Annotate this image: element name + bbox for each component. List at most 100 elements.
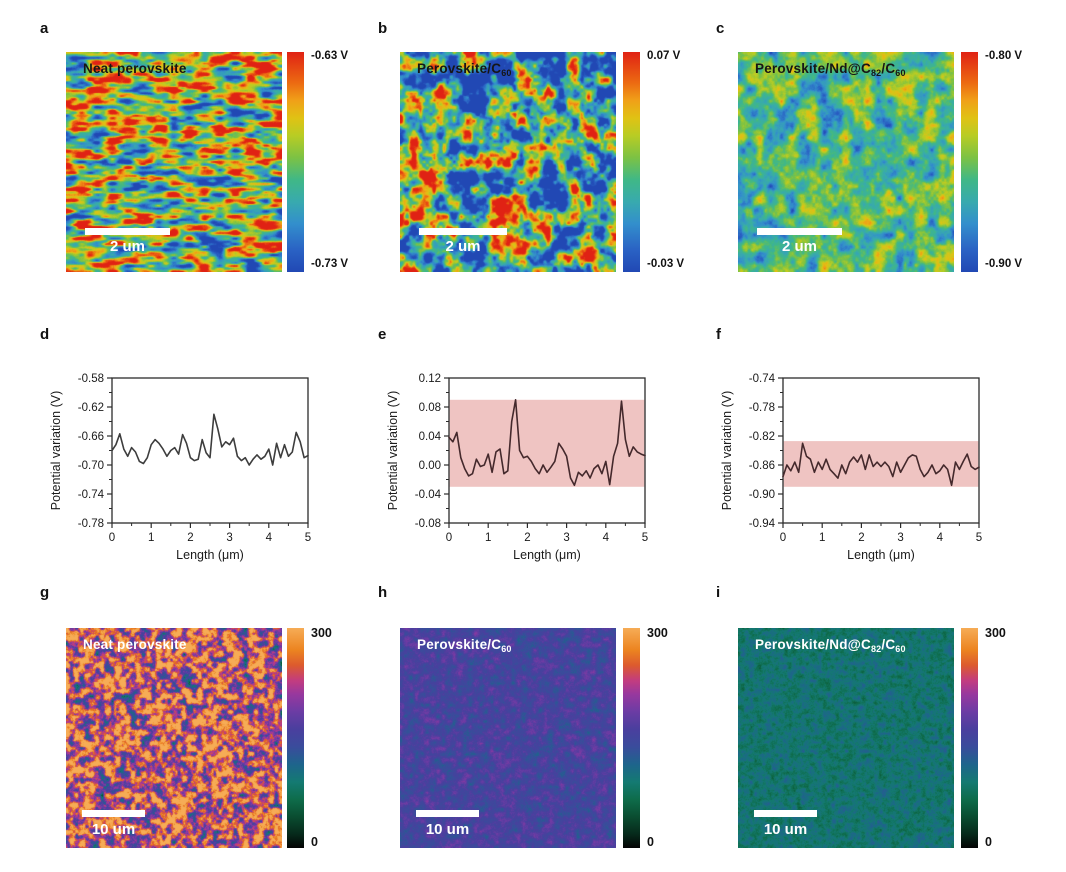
scale-bar (85, 228, 170, 235)
x-axis-label: Length (μm) (847, 548, 915, 562)
scale-bar (757, 228, 842, 235)
colorbar-i-min-label: 0 (985, 835, 992, 849)
x-tick-label: 3 (897, 532, 903, 544)
map-title-a: Neat perovskite (83, 61, 187, 76)
panel-letter-a: a (40, 20, 49, 37)
line-plot-d: -0.58 -0.62 -0.66 -0.70 -0.74 -0.78 0 1 2 3 4 5 Pote… (49, 373, 311, 562)
x-tick-label: 1 (148, 532, 154, 544)
panel-letter-g: g (40, 584, 50, 601)
panel-letter-e: e (378, 326, 387, 343)
map-title-c: Perovskite/Nd@C82/C60 (755, 61, 906, 78)
y-tick-label: 0.12 (419, 373, 441, 385)
colorbar-b (623, 52, 640, 272)
title-text: Perovskite/Nd@C (755, 637, 871, 652)
line-plot-f: -0.74 -0.78 -0.82 -0.86 -0.90 -0.94 0 1 2 3 4 5 Pote… (720, 373, 982, 562)
title-subscript: 82 (870, 644, 882, 654)
title-text: /C (881, 637, 896, 652)
y-axis-label: Potential variation (V) (49, 391, 63, 511)
x-tick-label: 3 (226, 532, 232, 544)
y-tick-label: -0.78 (749, 402, 775, 414)
scale-bar-label: 2 um (109, 238, 145, 255)
x-tick-label: 1 (485, 532, 491, 544)
scale-bar-label: 2 um (781, 238, 817, 255)
map-canvas-a (66, 52, 282, 272)
colorbar-i (961, 628, 978, 848)
scale-bar (82, 810, 145, 817)
colorbar-c (961, 52, 978, 272)
map-title-g: Neat perovskite (83, 637, 187, 652)
x-tick-label: 1 (819, 532, 825, 544)
highlight-band (449, 399, 645, 487)
colorbar-a-max-label: -0.63 V (311, 50, 349, 62)
highlight-band (783, 441, 979, 487)
colorbar-h-max-label: 300 (647, 626, 668, 640)
map-title-i: Perovskite/Nd@C82/C60 (755, 637, 906, 654)
title-text: Perovskite/Nd@C (755, 61, 871, 76)
y-tick-label: -0.90 (749, 489, 775, 501)
scale-bar-label: 10 um (763, 821, 808, 838)
pl-map-h: Perovskite/C60 10 um (400, 628, 616, 848)
title-text: Perovskite/C (417, 637, 502, 652)
x-tick-label: 0 (446, 532, 452, 544)
scale-bar (416, 810, 479, 817)
scale-bar-label: 2 um (445, 238, 481, 255)
y-tick-label: -0.86 (749, 460, 775, 472)
colorbar-c-max-label: -0.80 V (985, 50, 1023, 62)
x-tick-label: 0 (780, 532, 786, 544)
map-canvas-b (400, 52, 616, 272)
x-axis-label: Length (μm) (176, 548, 244, 562)
colorbar-a-min-label: -0.73 V (311, 258, 349, 270)
y-tick-label: -0.66 (78, 431, 104, 443)
scale-bar (754, 810, 817, 817)
scale-bar-label: 10 um (425, 821, 470, 838)
potential-profile-line (782, 442, 980, 487)
kpfm-map-c: Perovskite/Nd@C82/C60 2 um (738, 52, 954, 272)
y-tick-label: -0.04 (415, 489, 442, 501)
y-tick-label: -0.08 (415, 518, 441, 530)
y-axis-label: Potential variation (V) (386, 391, 400, 511)
y-tick-label: 0.08 (419, 402, 441, 414)
panel-letter-i: i (716, 584, 721, 601)
y-tick-label: -0.74 (749, 373, 776, 385)
panel-letter-b: b (378, 20, 388, 37)
title-subscript: 82 (870, 68, 882, 78)
panel-letter-h: h (378, 584, 388, 601)
x-tick-label: 4 (937, 532, 944, 544)
panel-letter-c: c (716, 20, 725, 37)
panel-letter-f: f (716, 326, 721, 343)
y-tick-label: -0.82 (749, 431, 775, 443)
x-tick-label: 4 (603, 532, 610, 544)
scale-bar (419, 228, 507, 235)
colorbar-h (623, 628, 640, 848)
x-tick-label: 0 (109, 532, 115, 544)
title-text: /C (881, 61, 896, 76)
scale-bar-label: 10 um (91, 821, 136, 838)
panel-letter-d: d (40, 326, 50, 343)
y-tick-label: -0.62 (78, 402, 104, 414)
x-tick-label: 2 (858, 532, 864, 544)
x-tick-label: 5 (976, 532, 982, 544)
y-tick-label: 0.00 (419, 460, 441, 472)
colorbar-h-min-label: 0 (647, 835, 654, 849)
title-subscript: 60 (895, 68, 906, 78)
colorbar-g-min-label: 0 (311, 835, 318, 849)
x-axis-label: Length (μm) (513, 548, 581, 562)
colorbar-a (287, 52, 304, 272)
kpfm-map-b: Perovskite/C60 2 um (400, 52, 616, 272)
plot-frame (782, 377, 980, 524)
colorbar-b-max-label: 0.07 V (647, 50, 681, 62)
y-tick-label: 0.04 (419, 431, 442, 443)
x-tick-label: 2 (524, 532, 530, 544)
x-tick-label: 3 (563, 532, 569, 544)
potential-profile-line (111, 413, 309, 466)
y-axis-label: Potential variation (V) (720, 391, 734, 511)
y-tick-label: -0.70 (78, 460, 104, 472)
y-tick-label: -0.74 (78, 489, 105, 501)
colorbar-g (287, 628, 304, 848)
map-canvas-c (738, 52, 954, 272)
line-plot-e: 0.12 0.08 0.04 0.00 -0.04 -0.08 0 1 2 3 4 5 Potentia… (386, 373, 648, 562)
colorbar-b-min-label: -0.03 V (647, 258, 685, 270)
pl-map-g: Neat perovskite 10 um (66, 628, 282, 848)
y-tick-label: -0.78 (78, 518, 104, 530)
title-subscript: 60 (895, 644, 906, 654)
